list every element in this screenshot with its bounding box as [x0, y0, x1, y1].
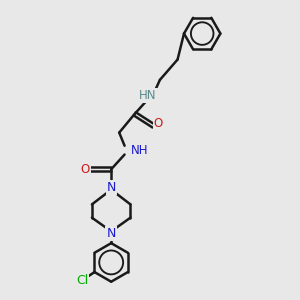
- Text: NH: NH: [131, 144, 148, 157]
- Text: HN: HN: [139, 88, 157, 102]
- Text: Cl: Cl: [76, 274, 88, 287]
- Text: N: N: [107, 181, 116, 194]
- Text: O: O: [80, 163, 90, 176]
- Text: O: O: [154, 117, 163, 130]
- Text: N: N: [106, 227, 116, 240]
